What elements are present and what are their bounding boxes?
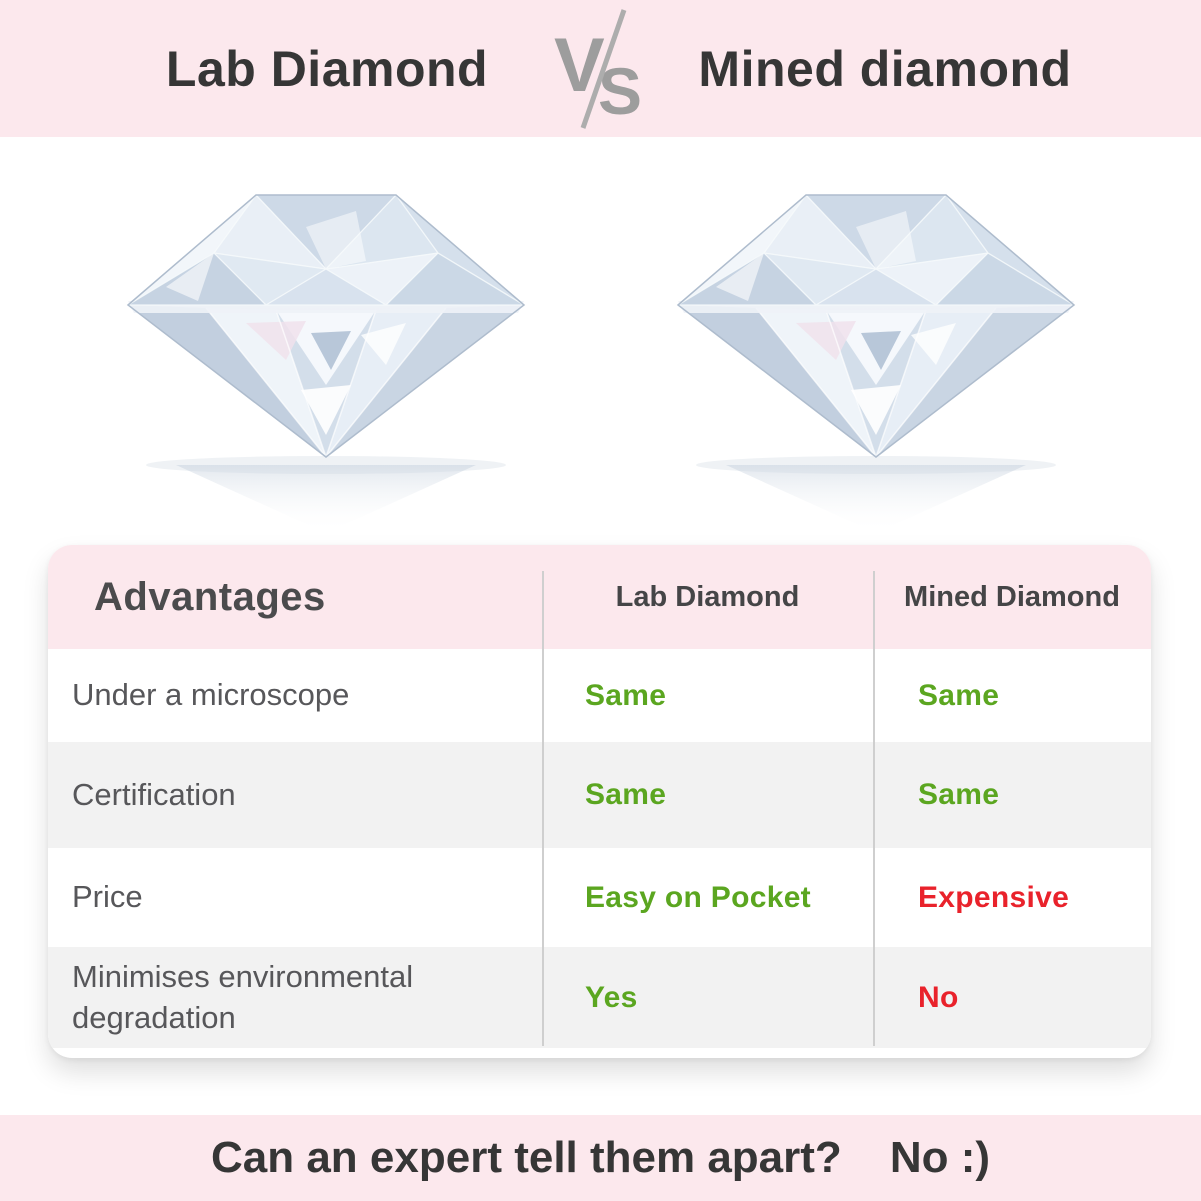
- column-divider-2: [873, 571, 875, 1046]
- comparison-table: Advantages Lab Diamond Mined Diamond Und…: [48, 545, 1151, 1048]
- table-header-lab-diamond: Lab Diamond: [542, 545, 873, 649]
- footer-question: Can an expert tell them apart?: [210, 1133, 842, 1182]
- diamond-images-section: [0, 137, 1201, 545]
- mined-diamond-image: [676, 194, 1075, 534]
- footer-bar: Can an expert tell them apart? No :): [0, 1115, 1201, 1201]
- column-divider-1: [542, 571, 544, 1046]
- lab-value-price: Easy on Pocket: [585, 880, 811, 914]
- lab-value-certification: Same: [585, 778, 667, 811]
- lab-diamond-title: Lab Diamond: [165, 40, 489, 97]
- table-row-microscope-lab-cell: Same: [542, 649, 873, 742]
- table-row-price-mined-cell: Expensive: [873, 848, 1151, 947]
- table-row-price-lab-cell: Easy on Pocket: [542, 848, 873, 947]
- mined-value-price: Expensive: [918, 880, 1070, 914]
- table-row-microscope-mined-cell: Same: [873, 649, 1151, 742]
- row-label-price: Price: [72, 879, 143, 915]
- mined-diamond-title: Mined diamond: [698, 40, 1072, 97]
- vs-slash-icon: [580, 9, 627, 129]
- comparison-table-card: Advantages Lab Diamond Mined Diamond Und…: [48, 545, 1151, 1058]
- vs-badge: V S: [540, 0, 660, 137]
- lab-diamond-image: [126, 194, 525, 534]
- table-row-certification-mined-cell: Same: [873, 742, 1151, 848]
- lab-value-environment: Yes: [585, 980, 638, 1014]
- header-bar: Lab Diamond V S Mined diamond: [0, 0, 1201, 137]
- footer-answer: No :): [889, 1133, 990, 1182]
- row-label-microscope: Under a microscope: [72, 677, 350, 713]
- table-header-advantages: Advantages: [48, 545, 542, 649]
- table-row-environment-lab-cell: Yes: [542, 947, 873, 1048]
- row-label-certification: Certification: [48, 742, 542, 848]
- mined-value-certification: Same: [918, 778, 1000, 811]
- table-header-mined-diamond: Mined Diamond: [873, 545, 1151, 649]
- lab-value-microscope: Same: [585, 678, 667, 712]
- table-row-environment-mined-cell: No: [873, 947, 1151, 1048]
- mined-value-environment: No: [918, 980, 959, 1014]
- row-label-environment: Minimises environmental degradation: [48, 947, 542, 1048]
- table-row-certification-lab-cell: Same: [542, 742, 873, 848]
- mined-value-microscope: Same: [918, 678, 1000, 712]
